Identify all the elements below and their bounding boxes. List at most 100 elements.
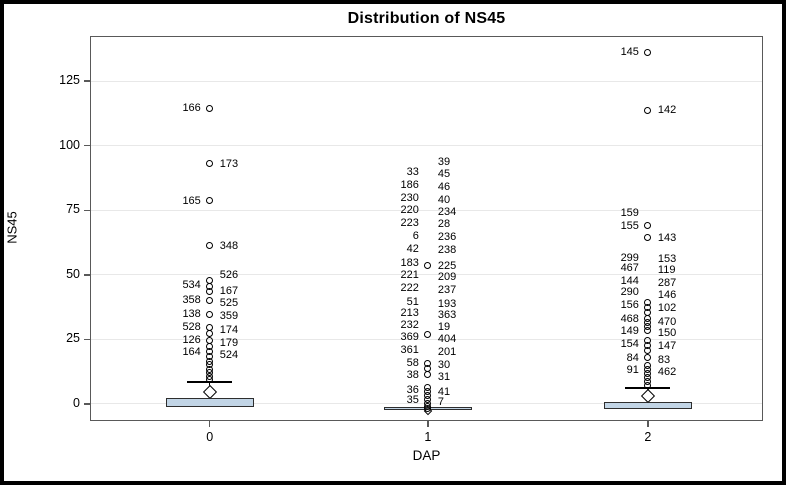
outlier-label: 369 <box>400 331 419 344</box>
outlier-label: 91 <box>626 364 639 377</box>
outlier-label: 299 <box>620 251 639 264</box>
outlier-label: 230 <box>400 191 419 204</box>
outlier-label: 165 <box>182 194 201 207</box>
outlier-label: 225 <box>437 259 457 272</box>
y-axis-tick <box>84 338 90 341</box>
outlier-label: 39 <box>437 155 451 168</box>
outlier-point <box>424 262 432 270</box>
outlier-label: 223 <box>400 216 419 229</box>
h-gridline <box>91 80 762 82</box>
outlier-label: 528 <box>182 321 201 334</box>
outlier-point <box>206 329 214 337</box>
outlier-label: 150 <box>657 327 677 340</box>
outlier-point <box>206 242 214 250</box>
h-gridline <box>91 209 762 211</box>
outlier-label: 164 <box>182 346 201 359</box>
mean-diamond <box>202 384 217 399</box>
outlier-label: 36 <box>406 384 419 396</box>
x-tick-label: 1 <box>424 430 432 444</box>
outlier-label: 287 <box>657 276 677 289</box>
outlier-label: 159 <box>620 206 639 219</box>
outlier-label: 173 <box>219 157 239 170</box>
y-tick-label: 75 <box>66 202 80 217</box>
outlier-point <box>206 160 214 168</box>
h-gridline <box>91 145 762 147</box>
y-tick-label: 50 <box>66 266 80 281</box>
outlier-label: 51 <box>406 296 419 309</box>
x-axis-label: DAP <box>412 448 441 463</box>
outlier-label: 31 <box>437 371 451 384</box>
outlier-label: 19 <box>437 321 451 334</box>
outlier-label: 404 <box>437 333 457 346</box>
outlier-label: 222 <box>400 282 419 295</box>
outlier-point <box>644 106 652 114</box>
outlier-point <box>206 376 214 384</box>
outlier-label: 143 <box>657 231 677 244</box>
outlier-point <box>424 330 432 338</box>
outlier-point <box>206 297 214 305</box>
outlier-label: 234 <box>437 205 457 218</box>
outlier-label: 201 <box>437 346 457 359</box>
h-gridline <box>91 274 762 276</box>
outlier-label: 30 <box>437 358 451 371</box>
outlier-label: 38 <box>406 369 419 382</box>
outlier-label: 146 <box>657 289 677 302</box>
outlier-label: 156 <box>620 299 639 312</box>
outlier-label: 468 <box>620 313 639 326</box>
outlier-label: 46 <box>437 180 451 193</box>
outlier-label: 149 <box>620 325 639 338</box>
outlier-label: 236 <box>437 231 457 244</box>
outlier-label: 237 <box>437 284 457 297</box>
h-gridline <box>91 338 762 340</box>
outlier-label: 28 <box>437 218 451 231</box>
x-axis-tick <box>209 421 211 427</box>
outlier-label: 232 <box>400 319 419 332</box>
outlier-label: 290 <box>620 286 639 299</box>
outlier-label: 153 <box>657 253 677 266</box>
outlier-label: 6 <box>412 229 419 242</box>
outlier-label: 84 <box>626 352 639 365</box>
outlier-label: 167 <box>219 284 239 297</box>
y-axis-tick <box>84 209 90 211</box>
outlier-label: 525 <box>219 296 239 309</box>
outlier-label: 363 <box>437 309 457 322</box>
outlier-point <box>424 370 432 378</box>
y-axis-tick <box>84 80 90 82</box>
outlier-label: 359 <box>219 310 239 323</box>
outlier-label: 119 <box>657 264 676 277</box>
outlier-point <box>206 311 214 319</box>
outlier-point <box>206 197 214 205</box>
outlier-label: 193 <box>437 298 457 311</box>
outlier-label: 361 <box>400 344 419 357</box>
y-axis-tick <box>84 145 90 147</box>
chart-title: Distribution of NS45 <box>347 10 506 27</box>
outlier-label: 41 <box>437 386 451 399</box>
outlier-point <box>424 405 432 413</box>
outlier-label: 7 <box>437 396 444 409</box>
outlier-label: 238 <box>437 244 457 257</box>
outlier-point <box>644 354 652 362</box>
outlier-label: 179 <box>219 336 239 349</box>
outlier-label: 144 <box>620 274 639 287</box>
outlier-label: 145 <box>620 46 639 59</box>
outlier-label: 147 <box>657 340 677 353</box>
x-axis-tick <box>647 421 649 427</box>
outlier-point <box>206 287 214 295</box>
outlier-label: 126 <box>182 334 201 347</box>
outlier-point <box>644 222 652 230</box>
outlier-point <box>644 381 652 389</box>
y-tick-label: 0 <box>73 395 80 410</box>
outlier-label: 524 <box>219 349 239 362</box>
outlier-label: 467 <box>620 262 639 275</box>
outlier-label: 358 <box>182 294 201 307</box>
y-tick-label: 125 <box>59 73 80 88</box>
outlier-label: 35 <box>406 394 419 407</box>
outlier-label: 138 <box>182 308 201 321</box>
outlier-label: 83 <box>657 353 671 366</box>
outlier-label: 221 <box>400 269 419 282</box>
outlier-label: 534 <box>182 279 201 292</box>
outlier-label: 526 <box>219 269 239 282</box>
outlier-label: 166 <box>182 102 201 115</box>
